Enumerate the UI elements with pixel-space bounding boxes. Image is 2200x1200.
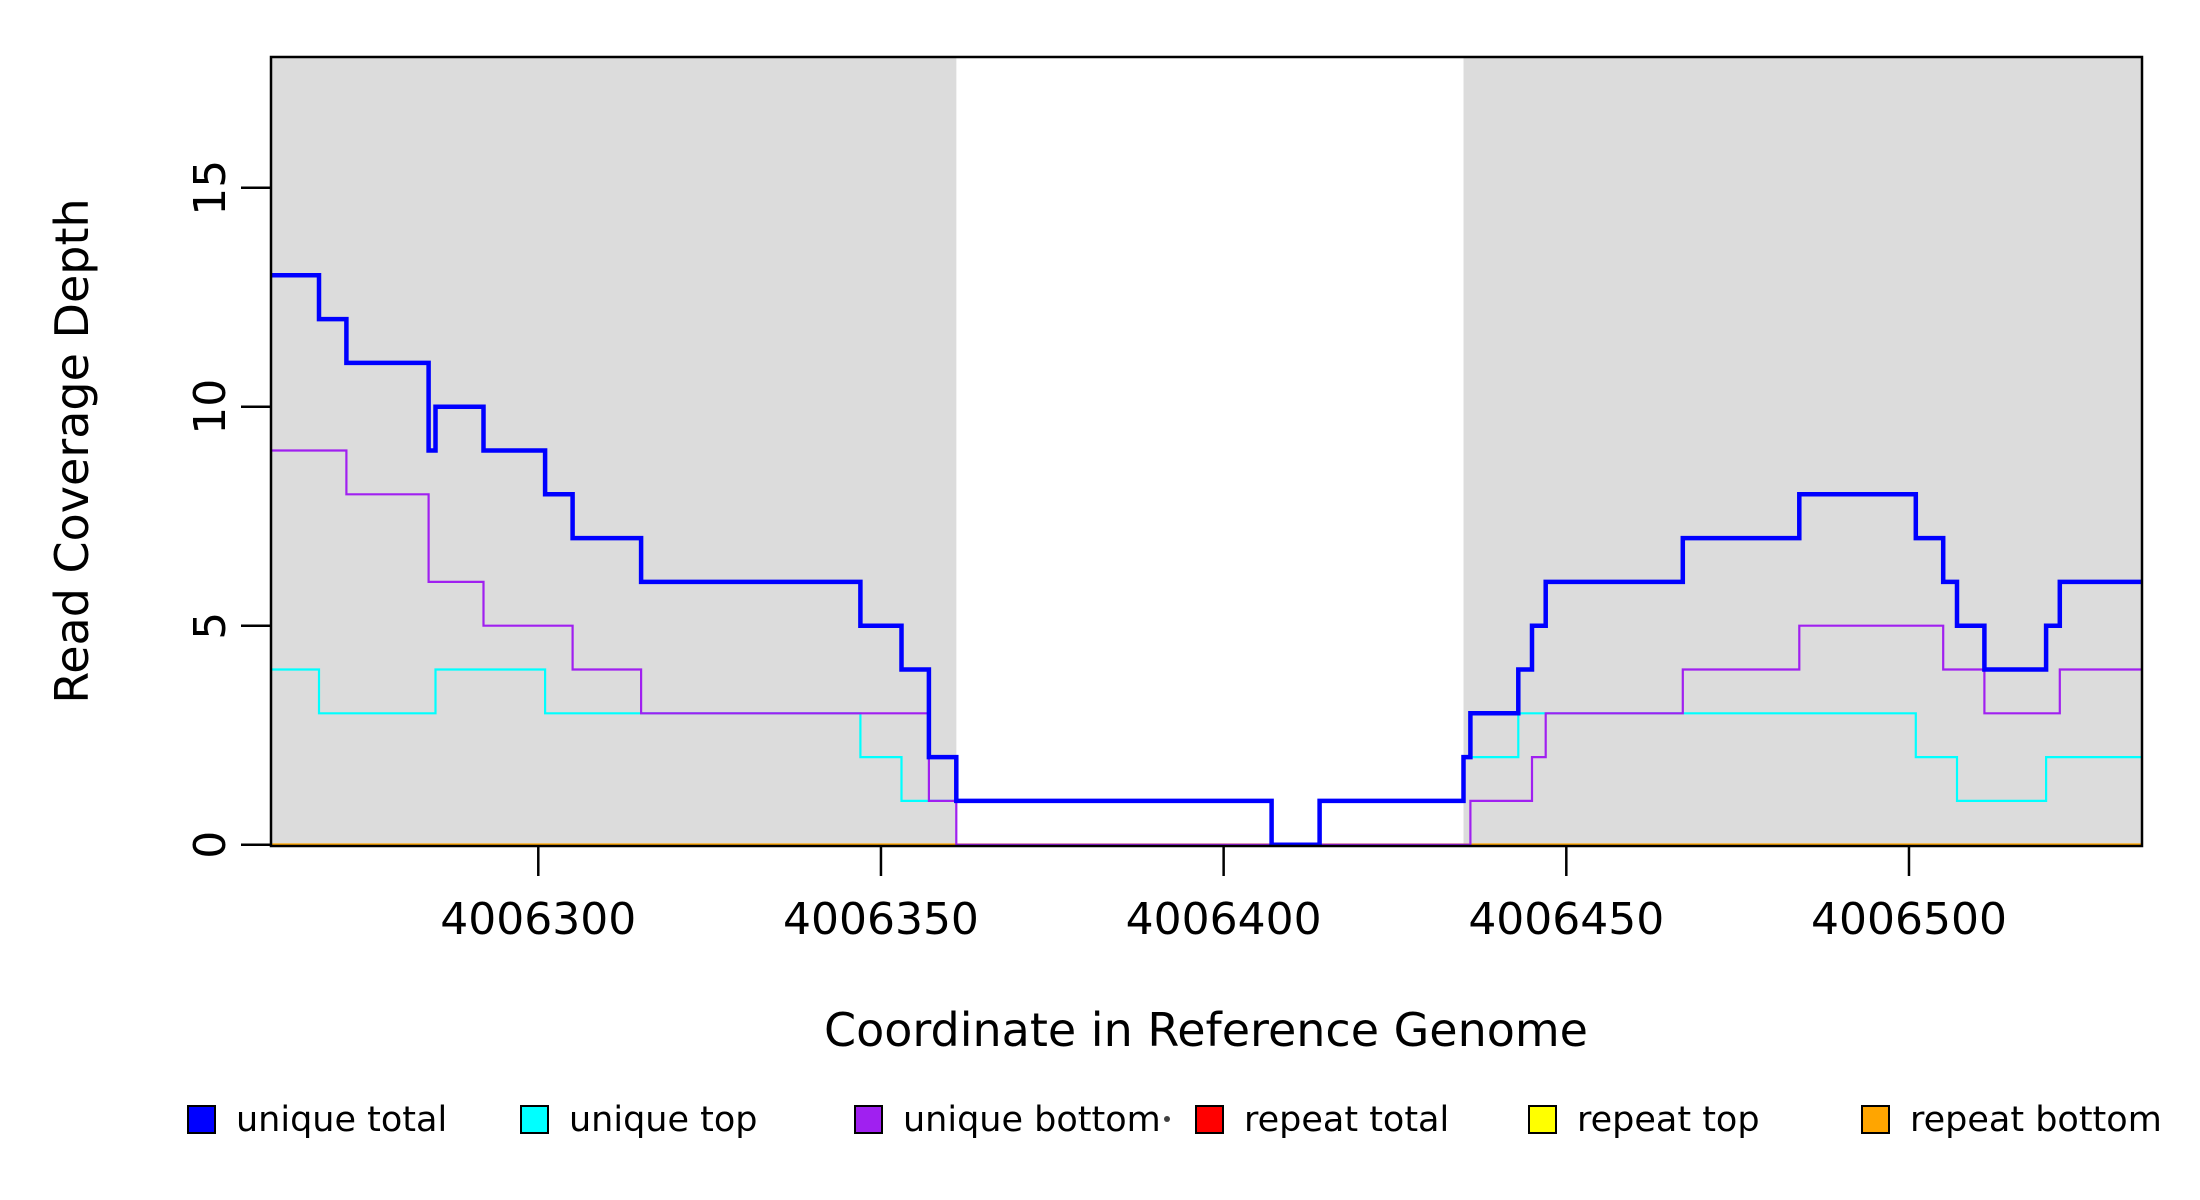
series-unique-bottom <box>271 449 2142 846</box>
legend-swatch <box>1861 1105 1890 1134</box>
legend-item-unique-total: unique total <box>187 1100 447 1140</box>
legend-item-repeat-top: repeat top <box>1528 1100 1760 1140</box>
legend-item-unique-top: unique top <box>520 1100 758 1140</box>
x-tick-label: 4006400 <box>1126 894 1322 945</box>
legend-label: unique top <box>569 1100 758 1140</box>
stray-dot <box>1164 1116 1170 1122</box>
shaded-regions <box>271 57 2142 846</box>
y-tick-label: 0 <box>185 831 236 859</box>
legend-swatch <box>1195 1105 1224 1134</box>
x-axis: 4006300 4006350 4006400 4006450 4006500 <box>440 846 2007 945</box>
series-unique-total <box>271 273 2142 847</box>
y-tick-label: 5 <box>185 612 236 640</box>
shaded-region <box>271 57 957 846</box>
x-tick-label: 4006450 <box>1468 894 1664 945</box>
legend-item-repeat-bottom: repeat bottom <box>1861 1100 2162 1140</box>
x-tick-label: 4006500 <box>1811 894 2007 945</box>
legend-label: unique total <box>236 1100 447 1140</box>
legend-label: repeat bottom <box>1910 1100 2162 1140</box>
plot-border <box>269 55 2144 848</box>
legend-item-repeat-total: repeat total <box>1195 1100 1449 1140</box>
legend-label: repeat top <box>1577 1100 1760 1140</box>
series-lines <box>271 273 2142 847</box>
legend-swatch <box>1528 1105 1557 1134</box>
y-tick-label: 10 <box>185 379 236 435</box>
x-axis-title: Coordinate in Reference Genome <box>824 1003 1588 1057</box>
legend-swatch <box>854 1105 883 1134</box>
legend: unique total unique top unique bottom repea… <box>187 1100 2162 1140</box>
y-axis-title: Read Coverage Depth <box>45 198 99 703</box>
legend-swatch <box>520 1105 549 1134</box>
legend-swatch <box>187 1105 216 1134</box>
x-tick-label: 4006350 <box>783 894 979 945</box>
y-tick-label: 15 <box>185 160 236 216</box>
x-tick-label: 4006300 <box>440 894 636 945</box>
legend-label: unique bottom <box>903 1100 1161 1140</box>
shaded-region <box>1463 57 2142 846</box>
y-axis: 0 5 10 15 <box>185 160 271 859</box>
legend-item-unique-bottom: unique bottom <box>854 1100 1161 1140</box>
legend-label: repeat total <box>1244 1100 1449 1140</box>
